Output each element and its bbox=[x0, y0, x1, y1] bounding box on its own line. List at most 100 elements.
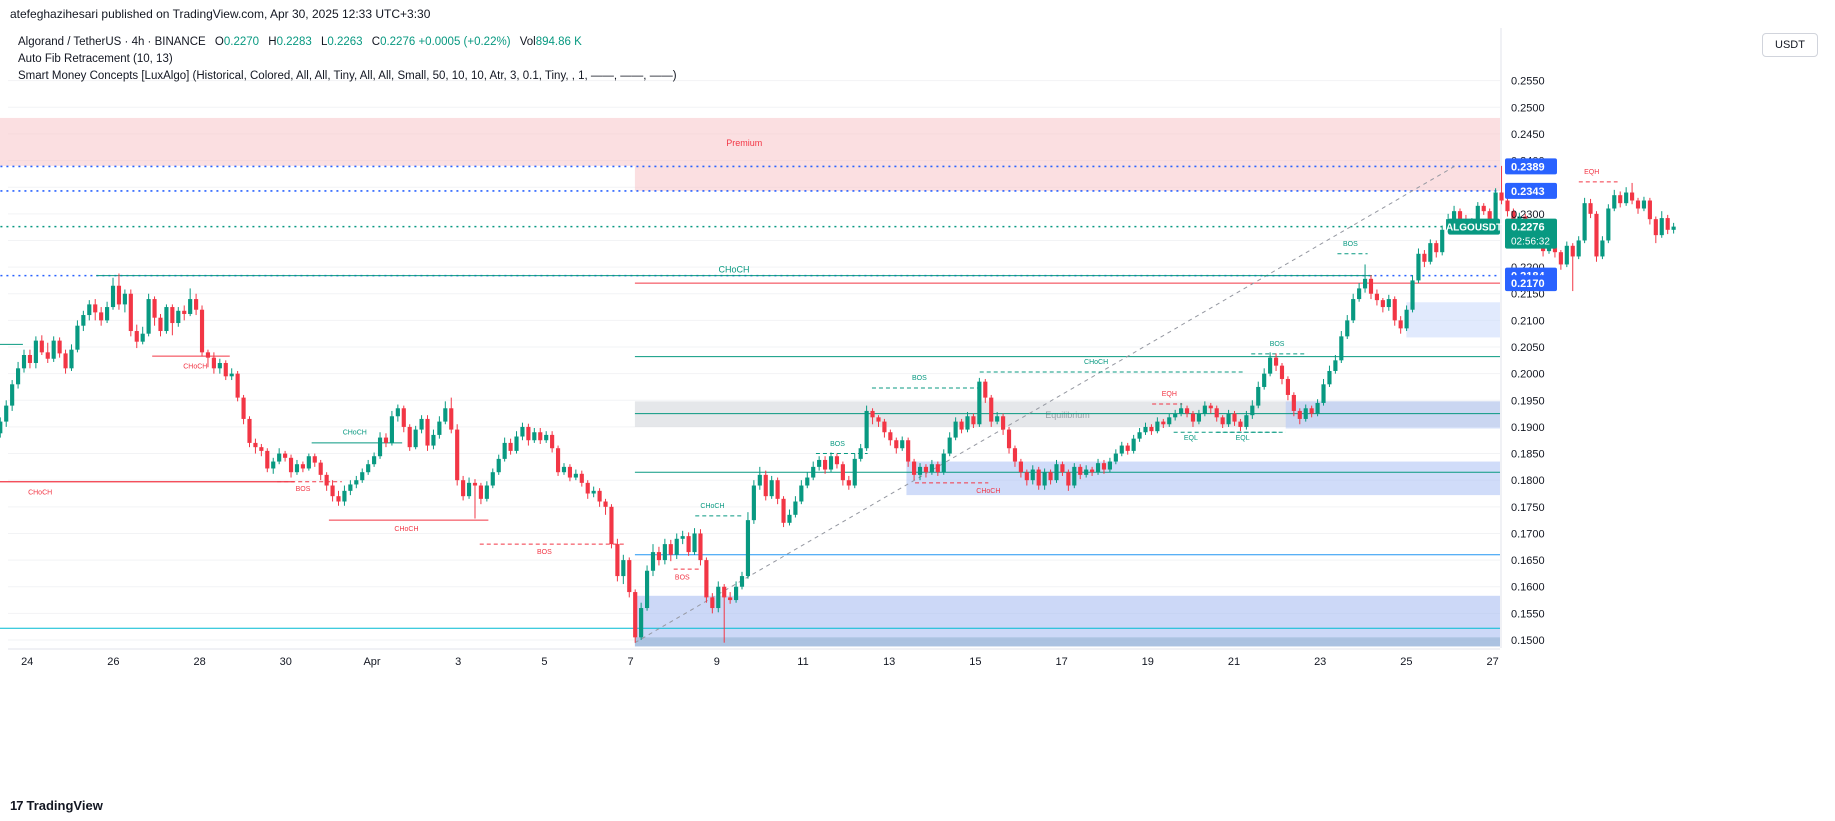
currency-button[interactable]: USDT bbox=[1762, 33, 1818, 57]
candle-body bbox=[188, 299, 193, 314]
price-tick-label: 0.1700 bbox=[1511, 528, 1545, 540]
candle-body bbox=[1024, 472, 1029, 481]
candle-body bbox=[1659, 218, 1664, 236]
open-label: O bbox=[214, 36, 224, 48]
tradingview-logo[interactable]: 17 TradingView bbox=[10, 798, 103, 813]
candle-body bbox=[1570, 245, 1575, 257]
candle-body bbox=[63, 353, 68, 369]
structure-label: CHoCH bbox=[394, 526, 418, 533]
candle-body bbox=[716, 586, 721, 609]
candle-body bbox=[1416, 253, 1421, 281]
candle-body bbox=[431, 434, 436, 446]
price-tick-label: 0.2450 bbox=[1511, 129, 1545, 141]
candle-body bbox=[1173, 413, 1178, 418]
candle-body bbox=[834, 456, 840, 465]
candle-body bbox=[1635, 200, 1641, 209]
candle-body bbox=[110, 285, 116, 308]
candle-body bbox=[1499, 192, 1504, 201]
candle-body bbox=[906, 440, 911, 462]
candle-body bbox=[644, 570, 650, 609]
price-tag-text: 0.2170 bbox=[1511, 278, 1545, 290]
candle-body bbox=[170, 307, 175, 324]
candle-body bbox=[1084, 469, 1089, 475]
zone-label: Premium bbox=[726, 138, 762, 148]
time-tick-label: 21 bbox=[1228, 656, 1240, 668]
candle-body bbox=[146, 299, 151, 334]
open-value: 0.2270 bbox=[223, 36, 260, 48]
symbol-description[interactable]: Algorand / TetherUS · 4h · BINANCE bbox=[18, 36, 206, 48]
candle-body bbox=[140, 333, 145, 342]
price-tag bbox=[1505, 158, 1557, 175]
candle-body bbox=[1018, 461, 1023, 473]
candle-body bbox=[1386, 299, 1391, 308]
candle-body bbox=[751, 485, 756, 521]
candle-body bbox=[478, 485, 483, 499]
zone-box bbox=[0, 117, 1500, 166]
candle-body bbox=[366, 464, 371, 473]
candle-body bbox=[45, 352, 50, 359]
candle-body bbox=[306, 456, 311, 469]
price-tick-label: 0.1850 bbox=[1511, 449, 1545, 461]
candle-body bbox=[229, 373, 234, 377]
candle-body bbox=[1214, 408, 1219, 418]
candle-body bbox=[639, 608, 644, 638]
candle-body bbox=[116, 285, 122, 305]
candle-body bbox=[680, 536, 685, 539]
candle-body bbox=[1143, 426, 1148, 433]
candle-body bbox=[662, 544, 667, 561]
candle-body bbox=[1303, 408, 1308, 419]
structure-label: BOS bbox=[537, 549, 552, 556]
candle-body bbox=[1196, 413, 1201, 422]
candle-body bbox=[550, 434, 555, 449]
time-tick-label: 11 bbox=[797, 656, 808, 668]
time-tick-label: 3 bbox=[455, 656, 461, 668]
candle-body bbox=[1066, 472, 1071, 486]
candle-body bbox=[1036, 469, 1041, 486]
candle-body bbox=[1582, 203, 1587, 241]
time-tick-label: Apr bbox=[363, 656, 380, 668]
candle-body bbox=[674, 538, 679, 555]
price-tag bbox=[1505, 275, 1557, 292]
candle-body bbox=[1564, 245, 1569, 265]
candle-body bbox=[876, 417, 881, 422]
time-tick-label: 25 bbox=[1400, 656, 1412, 668]
candle-body bbox=[1392, 299, 1397, 321]
candle-body bbox=[555, 448, 561, 473]
candle-body bbox=[401, 408, 406, 427]
candle-body bbox=[811, 466, 816, 478]
indicator-fib[interactable]: Auto Fib Retracement (10, 13) bbox=[18, 53, 173, 65]
candle-body bbox=[413, 429, 418, 448]
candle-body bbox=[1493, 192, 1498, 226]
indicator-smc[interactable]: Smart Money Concepts [LuxAlgo] (Historic… bbox=[18, 70, 677, 82]
publish-header: atefeghazihesari published on TradingVie… bbox=[0, 0, 1835, 28]
bar-countdown: 02:56:32 bbox=[1511, 237, 1550, 248]
candle-body bbox=[16, 368, 21, 385]
candle-body bbox=[722, 586, 727, 598]
candle-body bbox=[10, 384, 15, 406]
zone-box bbox=[906, 461, 1500, 496]
candle-body bbox=[1297, 410, 1302, 419]
tradingview-brand: TradingView bbox=[26, 798, 103, 813]
candle-body bbox=[823, 459, 828, 470]
candle-body bbox=[710, 597, 715, 609]
candle-body bbox=[1291, 394, 1296, 411]
candle-body bbox=[781, 498, 786, 523]
candle-body bbox=[1208, 405, 1213, 409]
candle-body bbox=[502, 442, 507, 459]
candle-body bbox=[51, 340, 56, 359]
time-tick-label: 24 bbox=[21, 656, 33, 668]
candle-body bbox=[348, 484, 353, 491]
candle-body bbox=[828, 456, 834, 470]
candle-body bbox=[1279, 365, 1285, 379]
volume-value: 894.86 K bbox=[535, 36, 582, 48]
price-tick-label: 0.2000 bbox=[1511, 369, 1545, 381]
candle-body bbox=[965, 416, 970, 430]
candle-body bbox=[294, 464, 300, 473]
candle-body bbox=[128, 293, 133, 332]
candle-body bbox=[1481, 205, 1486, 212]
candle-body bbox=[152, 299, 157, 318]
candle-body bbox=[1606, 208, 1611, 241]
last-price-tag bbox=[1505, 218, 1557, 249]
structure-label: EQL bbox=[1184, 435, 1198, 442]
